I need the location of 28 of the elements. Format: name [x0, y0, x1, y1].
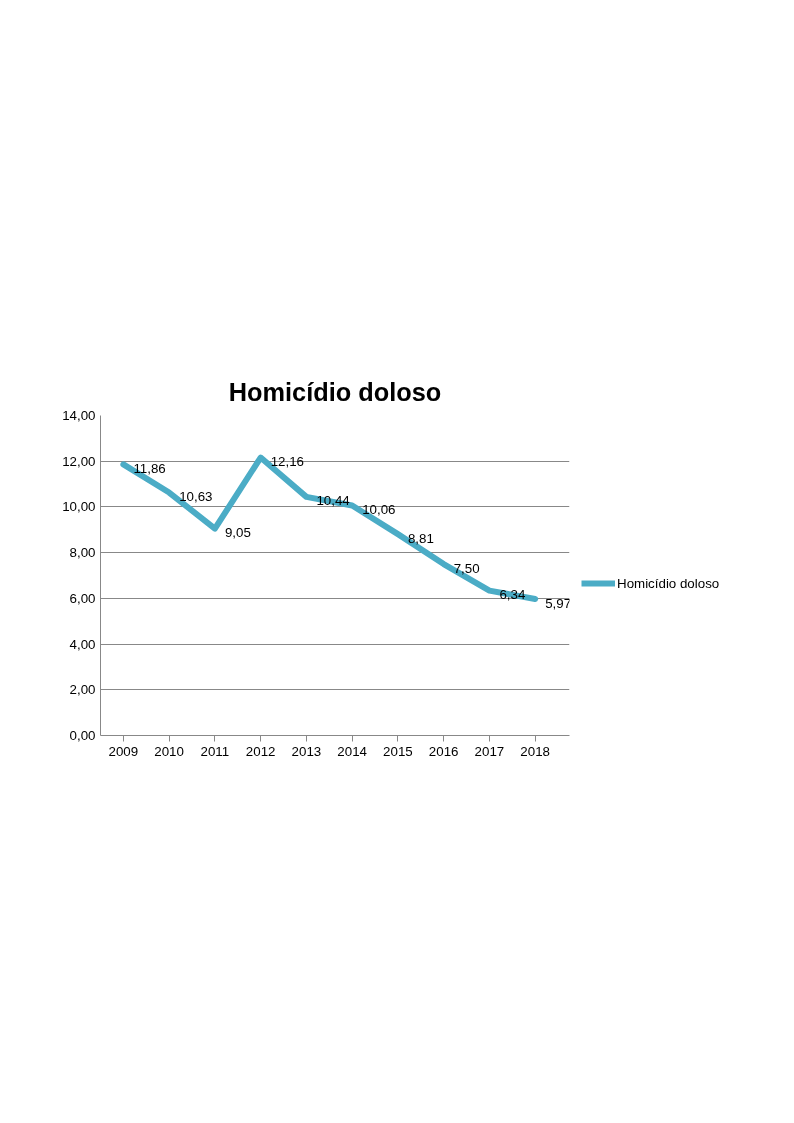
y-tick-label: 0,00: [69, 728, 96, 743]
data-label: 10,06: [362, 502, 396, 518]
data-label: 9,05: [224, 525, 251, 541]
data-label: 8,81: [407, 530, 434, 546]
legend-label: Homicídio doloso: [617, 575, 720, 591]
y-tick-label: 10,00: [62, 499, 96, 515]
x-tick-label: 2009: [108, 743, 139, 759]
data-label: 12,16: [270, 454, 305, 470]
x-tick-label: 2017: [474, 743, 505, 759]
x-tick-label: 2012: [245, 743, 276, 759]
y-tick-label: 6,00: [69, 590, 96, 606]
y-tick-label: 2,00: [69, 682, 96, 698]
x-tick-label: 2014: [337, 743, 368, 759]
chart-title: Homicídio doloso: [228, 377, 442, 406]
data-label: 7,50: [453, 560, 480, 576]
x-tick-label: 2018: [520, 743, 551, 759]
x-tick-label: 2013: [291, 743, 322, 759]
y-tick-label: 8,00: [69, 545, 96, 561]
x-tick-label: 2015: [383, 743, 413, 759]
y-tick-label: 4,00: [69, 636, 96, 652]
data-label: 5,97: [545, 595, 572, 611]
data-label: 11,86: [133, 460, 166, 476]
x-tick-label: 2010: [154, 743, 184, 759]
x-tick-label: 2016: [428, 743, 459, 759]
x-tick-label: 2011: [200, 743, 230, 759]
data-label: 10,63: [179, 489, 213, 505]
y-tick-label: 14,00: [62, 408, 96, 423]
y-tick-label: 12,00: [62, 453, 96, 469]
